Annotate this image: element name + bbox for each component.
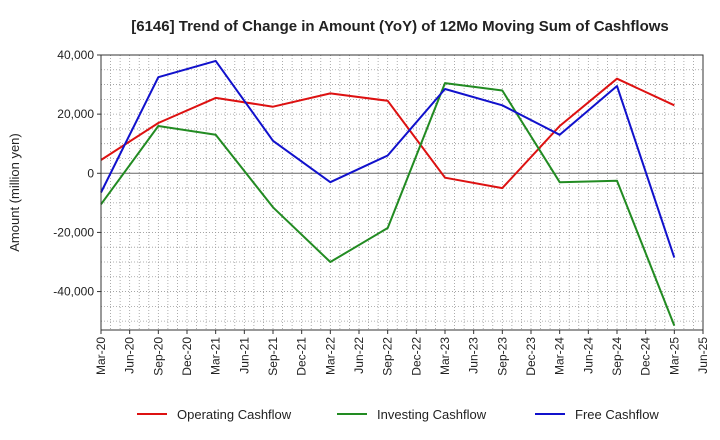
x-tick-label: Jun-25	[696, 337, 710, 374]
x-tick-label: Mar-25	[667, 337, 681, 375]
x-tick-label: Mar-21	[209, 337, 223, 375]
x-tick-label: Sep-21	[266, 337, 280, 376]
x-tick-label: Dec-22	[409, 337, 423, 376]
x-tick-label: Jun-20	[123, 337, 137, 374]
x-tick-label: Mar-24	[553, 337, 567, 375]
grid-lines	[101, 55, 703, 330]
y-tick-label: 40,000	[57, 48, 94, 62]
x-tick-label: Sep-22	[381, 337, 395, 376]
free-cashflow-line	[100, 59, 676, 258]
legend-label-free-cashflow: Free Cashflow	[575, 407, 659, 422]
x-tick-label: Sep-23	[495, 337, 509, 376]
series-lines	[100, 59, 676, 326]
x-tick-label: Dec-21	[295, 337, 309, 376]
x-tick-label: Sep-20	[151, 337, 165, 376]
legend-label-operating-cashflow: Operating Cashflow	[177, 407, 292, 422]
operating-cashflow-line	[100, 77, 675, 190]
y-tick-label: -20,000	[53, 225, 94, 239]
x-tick-label: Dec-23	[524, 337, 538, 376]
x-tick-label: Mar-23	[438, 337, 452, 375]
x-tick-label: Jun-21	[237, 337, 251, 374]
x-tick-label: Dec-24	[639, 337, 653, 376]
x-tick-label: Sep-24	[610, 337, 624, 376]
x-tick-label: Jun-24	[581, 337, 595, 374]
chart-title: [6146] Trend of Change in Amount (YoY) o…	[131, 18, 669, 35]
y-tick-label: 20,000	[57, 107, 94, 121]
legend: Operating Cashflow Investing Cashflow Free…	[137, 407, 659, 422]
x-tick-label: Jun-22	[352, 337, 366, 374]
investing-cashflow-line	[100, 82, 676, 326]
x-tick-label: Mar-22	[323, 337, 337, 375]
x-tick-label: Mar-20	[94, 337, 108, 375]
y-axis-label: Amount (million yen)	[7, 133, 22, 252]
y-tick-label: 0	[87, 166, 94, 180]
plot-frame	[100, 54, 704, 331]
y-tick-label: -40,000	[53, 285, 94, 299]
x-axis-ticks: Mar-20 Jun-20 Sep-20 Dec-20 Mar-21 Jun-21 Sep-…	[94, 330, 710, 376]
y-axis-ticks: 40,000 20,000 0 -20,000 -40,000	[53, 48, 101, 299]
x-tick-label: Dec-20	[180, 337, 194, 376]
x-tick-label: Jun-23	[467, 337, 481, 374]
legend-label-investing-cashflow: Investing Cashflow	[377, 407, 487, 422]
